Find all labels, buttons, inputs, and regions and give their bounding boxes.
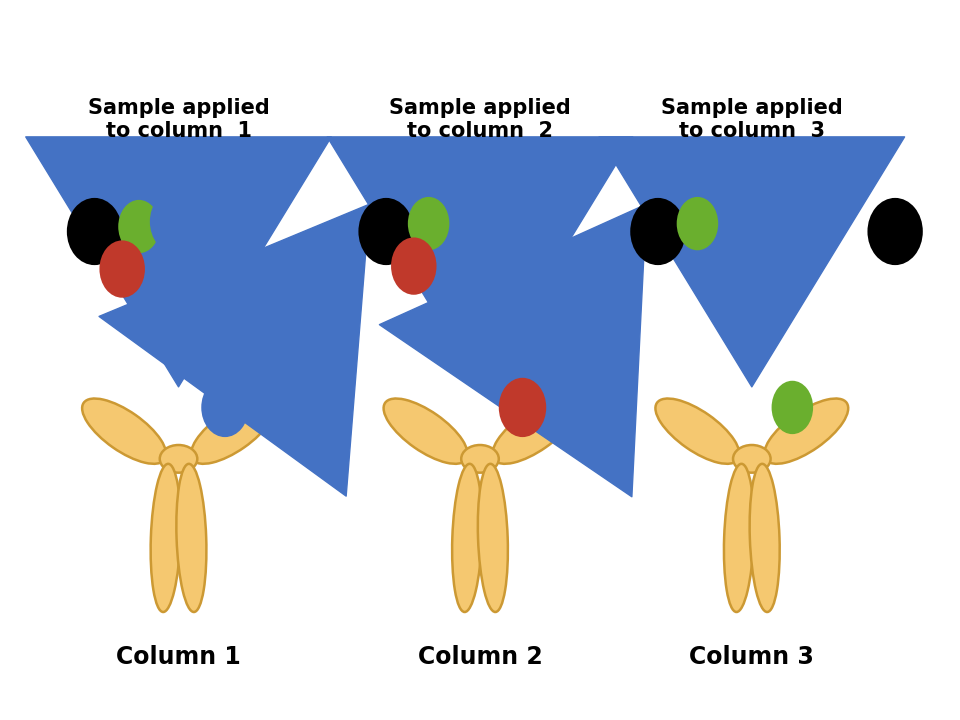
Ellipse shape [67,198,122,265]
Text: Column 2: Column 2 [418,644,542,669]
Ellipse shape [750,464,780,612]
Ellipse shape [868,198,923,265]
Ellipse shape [151,464,180,612]
Ellipse shape [150,190,202,253]
Ellipse shape [391,238,437,294]
Ellipse shape [733,445,771,473]
Ellipse shape [724,464,754,612]
Ellipse shape [631,198,685,265]
Ellipse shape [177,464,206,612]
Ellipse shape [384,399,468,464]
Ellipse shape [100,240,145,298]
Text: Column 3: Column 3 [689,644,814,669]
Ellipse shape [358,198,414,265]
Ellipse shape [83,399,166,464]
Ellipse shape [492,399,576,464]
Ellipse shape [408,197,449,251]
Ellipse shape [118,200,159,253]
Text: Sample applied
to column  2: Sample applied to column 2 [389,98,571,141]
Ellipse shape [764,399,849,464]
Text: Column 1: Column 1 [116,644,241,669]
Ellipse shape [191,399,275,464]
Ellipse shape [461,445,499,473]
Ellipse shape [677,197,718,251]
Ellipse shape [478,464,508,612]
Ellipse shape [772,381,813,434]
Ellipse shape [159,445,198,473]
Text: Sample applied
to column  1: Sample applied to column 1 [87,98,270,141]
Ellipse shape [452,464,482,612]
Ellipse shape [656,399,739,464]
Ellipse shape [202,378,249,437]
Ellipse shape [499,378,546,437]
Text: Sample applied
to column  3: Sample applied to column 3 [660,98,843,141]
